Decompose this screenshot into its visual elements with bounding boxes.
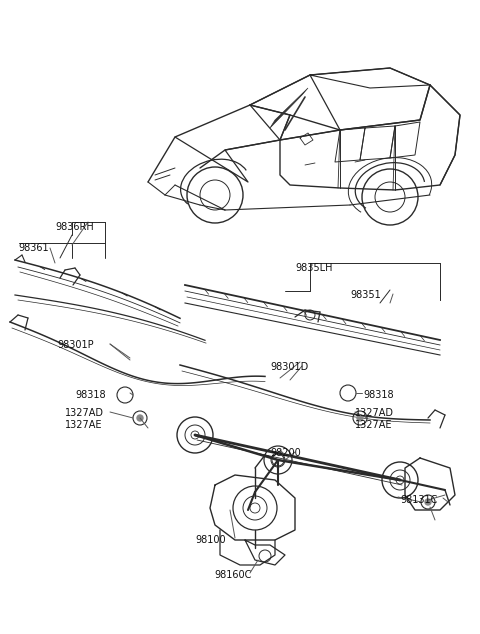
Circle shape [357, 415, 363, 421]
Circle shape [137, 415, 143, 421]
Polygon shape [270, 88, 308, 128]
Text: 98361: 98361 [18, 243, 48, 253]
Text: 98301D: 98301D [270, 362, 308, 372]
Circle shape [425, 499, 431, 505]
Text: 98318: 98318 [363, 390, 394, 400]
Text: 98160C: 98160C [214, 570, 252, 580]
Text: 9836RH: 9836RH [55, 222, 94, 232]
Text: 98301P: 98301P [57, 340, 94, 350]
Text: 98351: 98351 [350, 290, 381, 300]
Text: 98131C: 98131C [400, 495, 437, 505]
Text: 1327AD: 1327AD [355, 408, 394, 418]
Text: 98200: 98200 [270, 448, 301, 458]
Text: 1327AE: 1327AE [65, 420, 103, 430]
Text: 1327AD: 1327AD [65, 408, 104, 418]
Text: 1327AE: 1327AE [355, 420, 393, 430]
Text: 98318: 98318 [75, 390, 106, 400]
Text: 9835LH: 9835LH [295, 263, 333, 273]
Text: 98100: 98100 [195, 535, 226, 545]
